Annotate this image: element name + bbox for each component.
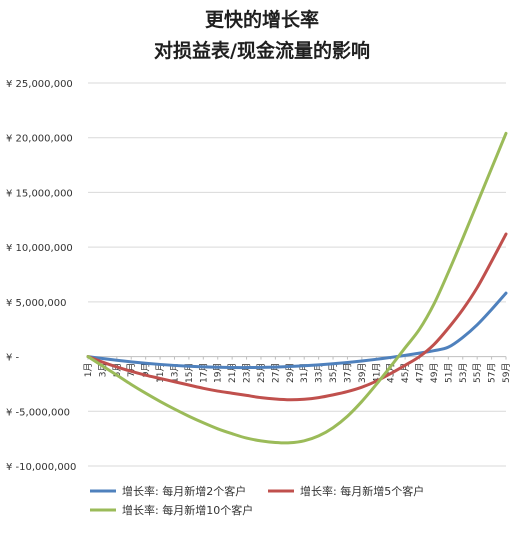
y-tick-label: ¥ - (6, 353, 20, 364)
x-tick-label: 45月 (400, 363, 411, 383)
x-tick-label: 19月 (213, 363, 224, 383)
legend-item: 增长率: 每月新增10个客户 (90, 503, 253, 517)
chart-title-line-2: 对损益表/现金流量的影响 (154, 39, 370, 62)
y-tick-label: ¥ 15,000,000 (6, 188, 73, 199)
y-tick-label: ¥ 5,000,000 (6, 298, 66, 309)
series-line-3 (86, 131, 508, 445)
legend-label: 增长率: 每月新增5个客户 (300, 484, 424, 498)
x-tick-label: 13月 (169, 363, 180, 383)
x-tick-label: 23月 (242, 363, 253, 383)
gridlines (88, 82, 506, 467)
x-tick-label: 9月 (141, 363, 152, 378)
chart-title-line-1: 更快的增长率 (205, 8, 319, 31)
x-tick-label: 37月 (342, 363, 353, 383)
x-tick-label: 15月 (184, 363, 195, 383)
x-tick-label: 21月 (227, 363, 238, 383)
legend-label: 增长率: 每月新增2个客户 (122, 484, 246, 498)
series-line-2 (86, 232, 508, 402)
x-tick-label: 47月 (415, 363, 426, 383)
x-tick-label: 11月 (155, 363, 166, 383)
x-tick-label: 3月 (97, 363, 108, 378)
y-tick-label: ¥ 10,000,000 (6, 243, 73, 254)
x-tick-label: 5月 (112, 363, 123, 378)
x-tick-label: 25月 (256, 363, 267, 383)
series-line-1 (86, 291, 508, 370)
legend-label: 增长率: 每月新增10个客户 (122, 503, 253, 517)
x-tick-label: 39月 (357, 363, 368, 383)
x-tick-label: 49月 (429, 363, 440, 383)
legend-item: 增长率: 每月新增5个客户 (268, 484, 424, 498)
x-tick-label: 29月 (285, 363, 296, 383)
x-tick-label: 57月 (487, 363, 498, 383)
x-tick-label: 51月 (443, 363, 454, 383)
y-tick-label: ¥ -5,000,000 (6, 407, 70, 418)
y-tick-label: ¥ 25,000,000 (6, 79, 73, 90)
x-tick-label: 17月 (198, 363, 209, 383)
x-tick-label: 53月 (458, 363, 469, 383)
series-lines (86, 131, 508, 445)
y-axis-tick-labels: ¥ 25,000,000 ¥ 20,000,000 ¥ 15,000,000 ¥ 10… (6, 79, 76, 473)
x-axis-tick-labels: 1月 3月 5月 7月 9月 11月 13月 15月 17月 19月 21月 23月 25月 27月 29月… (83, 356, 512, 383)
x-tick-label: 41月 (371, 363, 382, 383)
y-tick-label: ¥ -10,000,000 (6, 462, 76, 473)
x-tick-label: 35月 (328, 363, 339, 383)
x-tick-label: 55月 (472, 363, 483, 383)
y-tick-label: ¥ 20,000,000 (6, 134, 73, 145)
x-tick-label: 31月 (299, 363, 310, 383)
x-tick-label: 33月 (314, 363, 325, 383)
legend-item: 增长率: 每月新增2个客户 (90, 484, 246, 498)
x-tick-label: 1月 (83, 363, 94, 378)
x-tick-label: 59月 (501, 363, 512, 383)
x-tick-label: 27月 (270, 363, 281, 383)
